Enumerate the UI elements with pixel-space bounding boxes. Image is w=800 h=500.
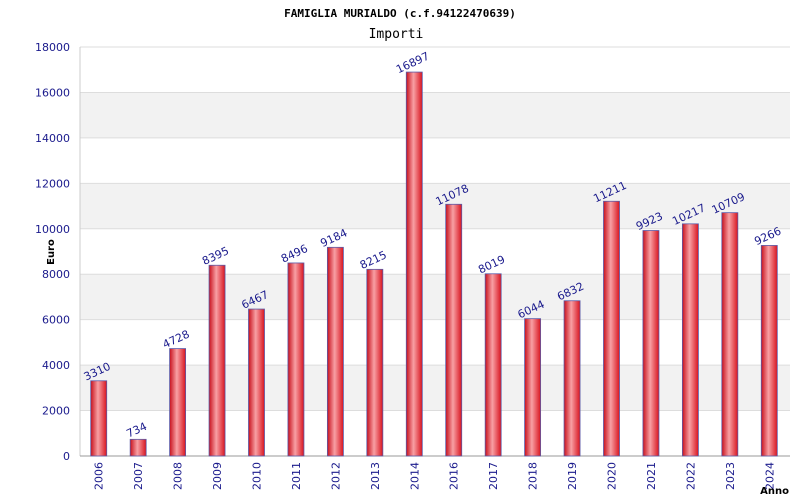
- y-tick-label: 6000: [42, 314, 70, 327]
- bar: [760, 245, 778, 457]
- x-tick-label: 2013: [369, 462, 382, 490]
- x-tick-label: 2017: [487, 462, 500, 490]
- grid-band: [80, 183, 790, 229]
- y-axis-label: Euro: [46, 239, 57, 265]
- y-tick-label: 14000: [35, 132, 70, 145]
- bars: [90, 71, 778, 457]
- data-label: 8215: [358, 248, 389, 272]
- bar: [405, 71, 423, 457]
- y-tick-label: 10000: [35, 223, 70, 236]
- x-tick-label: 2023: [724, 462, 737, 490]
- x-tick-label: 2008: [172, 462, 185, 490]
- x-tick-label: 2016: [448, 462, 461, 490]
- x-tick-label: 2011: [290, 462, 303, 490]
- y-tick-label: 16000: [35, 86, 70, 99]
- bar: [681, 223, 699, 457]
- x-tick-label: 2018: [527, 462, 540, 490]
- x-tick-label: 2012: [329, 462, 342, 490]
- y-tick-label: 0: [63, 450, 70, 463]
- x-tick-label: 2019: [566, 462, 579, 490]
- x-tick-label: 2024: [763, 462, 776, 490]
- bar: [129, 438, 147, 457]
- bar: [563, 300, 581, 457]
- bar: [445, 203, 463, 457]
- chart-title: FAMIGLIA MURIALDO (c.f.94122470639): [284, 7, 516, 20]
- x-tick-label: 2007: [132, 462, 145, 490]
- bar: [208, 264, 226, 457]
- y-tick-label: 12000: [35, 177, 70, 190]
- y-tick-label: 8000: [42, 268, 70, 281]
- bar: [721, 212, 739, 457]
- data-label: 8496: [279, 242, 310, 266]
- chart-subtitle: Importi: [369, 27, 424, 42]
- x-tick-label: 2021: [645, 462, 658, 490]
- bar: [248, 308, 265, 457]
- data-label: 734: [124, 420, 149, 441]
- bar: [642, 230, 660, 457]
- y-tick-label: 4000: [42, 359, 70, 372]
- grid-band: [80, 274, 790, 320]
- x-tick-label: 2022: [684, 462, 697, 490]
- grid-band: [80, 365, 790, 411]
- bar: [287, 262, 305, 457]
- y-tick-label: 2000: [42, 405, 70, 418]
- bar: [524, 318, 542, 457]
- data-label: 8019: [476, 253, 507, 277]
- x-tick-label: 2014: [408, 462, 421, 490]
- data-label: 8395: [200, 244, 231, 268]
- grid-band: [80, 92, 790, 138]
- x-tick-label: 2020: [606, 462, 619, 490]
- bar: [169, 348, 187, 457]
- bar: [326, 246, 344, 457]
- data-label: 4728: [161, 328, 192, 352]
- x-tick-label: 2009: [211, 462, 224, 490]
- x-tick-label: 2010: [251, 462, 264, 490]
- bar: [90, 380, 108, 457]
- data-label: 9184: [318, 226, 349, 250]
- x-tick-label: 2006: [93, 462, 106, 490]
- y-tick-label: 18000: [35, 41, 70, 54]
- bar: [366, 268, 384, 457]
- x-tick-labels: 2006 2007 2008 2009 2010 2011 2012 2013 2014 2016…: [93, 462, 777, 490]
- bar: [603, 200, 620, 457]
- y-tick-labels: 0 2000 4000 6000 8000 10000 12000 14000 16000 180…: [35, 41, 70, 463]
- bar: [484, 273, 502, 457]
- x-axis-label: Anno: [760, 486, 789, 497]
- grid-bands: [80, 92, 790, 411]
